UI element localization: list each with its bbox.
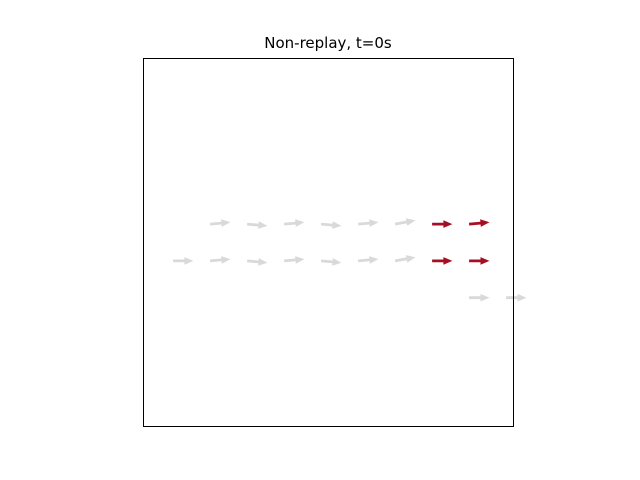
quiver-arrow-active-15	[432, 220, 453, 228]
quiver-arrow-inactive-14	[506, 293, 527, 302]
quiver-arrow-inactive-5	[394, 218, 416, 226]
quiver-arrow-inactive-12	[394, 255, 416, 263]
quiver-arrow-active-18	[469, 257, 490, 265]
chart-title: Non-replay, t=0s	[264, 34, 392, 52]
quiver-arrow-active-17	[432, 257, 453, 265]
quiver-arrow-inactive-3	[321, 221, 342, 229]
quiver-arrow-inactive-1	[247, 221, 268, 229]
quiver-arrow-inactive-6	[173, 257, 194, 265]
quiver-arrow-inactive-10	[321, 258, 342, 266]
quiver-arrow-inactive-11	[358, 256, 379, 264]
quiver-arrow-inactive-4	[358, 219, 379, 227]
quiver-arrow-inactive-2	[284, 219, 305, 227]
quiver-arrow-inactive-13	[469, 293, 490, 302]
quiver-arrow-inactive-8	[247, 258, 268, 266]
quiver-arrow-active-16	[469, 219, 490, 227]
quiver-arrows	[173, 218, 527, 302]
quiver-arrow-inactive-0	[210, 219, 231, 227]
quiver-arrow-inactive-9	[284, 256, 305, 264]
axes-frame	[143, 58, 514, 427]
quiver-arrow-inactive-7	[210, 256, 231, 264]
